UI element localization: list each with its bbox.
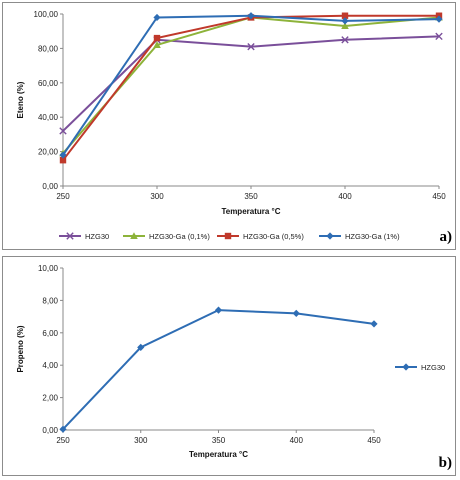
x-tick-label: 300 <box>150 192 164 201</box>
legend-label-hzg30: HZG30 <box>85 232 109 241</box>
legend-label-hzg30-ga-1: HZG30-Ga (1%) <box>345 232 400 241</box>
data-point-hzg30-ga-0-5 <box>153 34 161 42</box>
data-point-hzg30 <box>137 343 145 351</box>
y-tick-label: 4,00 <box>42 361 58 370</box>
y-tick-label: 20,00 <box>38 148 59 157</box>
data-point-hzg30 <box>341 36 349 44</box>
data-point-hzg30-ga-0-1 <box>341 22 349 30</box>
series-line-hzg30 <box>62 35 440 132</box>
x-tick-label: 450 <box>367 436 381 445</box>
eteno-chart: 0,00 20,00 40,00 60,00 80,00 100,00 250 300 350 4… <box>16 10 453 245</box>
x-axis-title: Temperatura °C <box>221 207 280 216</box>
legend-marker-hzg30-ga-0-5 <box>224 232 232 240</box>
y-tick-label: 100,00 <box>34 10 59 19</box>
y-axis-title: Propeno (%) <box>16 325 25 372</box>
panel-label: b) <box>439 455 452 471</box>
chart-panel-a: 0,00 20,00 40,00 60,00 80,00 100,00 250 300 350 4… <box>2 2 456 250</box>
y-tick-label: 80,00 <box>38 44 59 53</box>
y-tick-label: 0,00 <box>42 426 58 435</box>
legend-label-hzg30: HZG30 <box>421 363 445 372</box>
legend-label-hzg30-ga-0-5: HZG30-Ga (0,5%) <box>243 232 304 241</box>
data-point-hzg30 <box>59 425 67 433</box>
legend-label-hzg30-ga-0-1: HZG30-Ga (0,1%) <box>149 232 210 241</box>
series-line-hzg30-ga-0-5 <box>62 14 439 161</box>
x-tick-label: 400 <box>338 192 352 201</box>
legend-marker-hzg30 <box>402 363 410 371</box>
x-tick-label: 250 <box>56 436 70 445</box>
x-tick-label: 350 <box>244 192 258 201</box>
y-tick-label: 2,00 <box>42 394 58 403</box>
y-tick-label: 8,00 <box>42 296 58 305</box>
data-point-hzg30-ga-1 <box>341 17 349 25</box>
x-tick-label: 400 <box>290 436 304 445</box>
data-point-hzg30 <box>214 306 223 314</box>
series-line-hzg30 <box>62 309 375 430</box>
chart-panel-b: 0,00 2,00 4,00 6,00 8,00 10,00 250 300 350 400 450… <box>2 256 456 476</box>
data-point-hzg30 <box>247 42 255 51</box>
x-tick-label: 250 <box>56 192 70 201</box>
propeno-chart: 0,00 2,00 4,00 6,00 8,00 10,00 250 300 350 400 450… <box>16 264 452 471</box>
legend-marker-hzg30-ga-0-1 <box>130 232 138 239</box>
data-point-hzg30-ga-1 <box>153 13 161 22</box>
legend-marker-hzg30 <box>66 232 74 240</box>
data-point-hzg30 <box>292 309 300 317</box>
data-point-hzg30-ga-0-5 <box>341 12 349 19</box>
data-point-hzg30 <box>370 320 378 328</box>
legend-marker-hzg30-ga-1 <box>326 232 334 240</box>
panel-label: a) <box>440 229 453 245</box>
y-tick-label: 0,00 <box>42 182 58 191</box>
y-tick-label: 40,00 <box>38 113 59 122</box>
x-axis-title: Temperatura °C <box>189 450 248 459</box>
data-point-hzg30-ga-0-5 <box>59 157 67 164</box>
y-tick-label: 10,00 <box>38 264 59 273</box>
x-tick-label: 350 <box>212 436 226 445</box>
data-point-hzg30 <box>435 32 443 41</box>
data-point-hzg30-ga-0-1 <box>153 41 161 48</box>
data-point-hzg30 <box>59 127 67 135</box>
y-axis-title: Eteno (%) <box>16 81 25 118</box>
y-tick-label: 6,00 <box>42 329 58 338</box>
data-point-hzg30-ga-1 <box>435 15 443 23</box>
x-tick-label: 300 <box>134 436 148 445</box>
y-tick-label: 60,00 <box>38 79 59 88</box>
x-tick-label: 450 <box>432 192 446 201</box>
